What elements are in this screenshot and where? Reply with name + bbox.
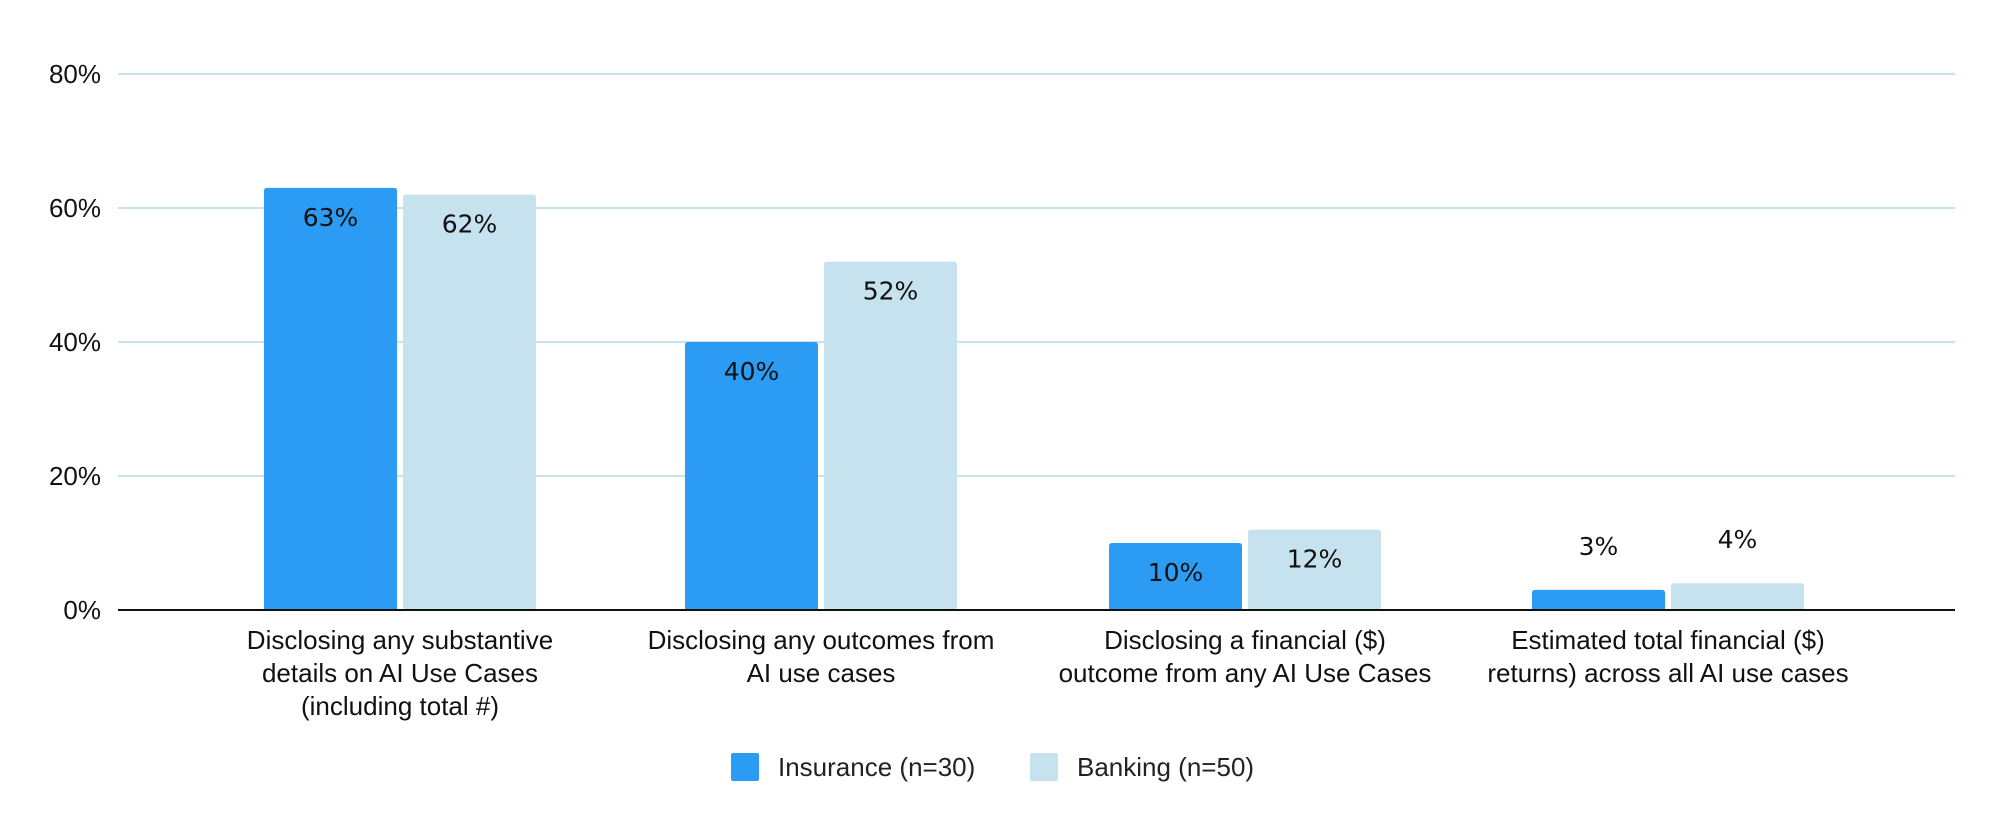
category-label: Disclosing a financial ($) xyxy=(1104,625,1386,655)
category-label: (including total #) xyxy=(301,691,499,721)
bar-insurance xyxy=(264,187,397,610)
data-label: 12% xyxy=(1287,545,1343,574)
legend-label: Banking (n=50) xyxy=(1077,752,1254,782)
bars xyxy=(264,187,1804,610)
y-axis-ticks: 0% 20% 40% 60% 80% xyxy=(49,59,101,625)
y-tick-label: 0% xyxy=(63,595,101,625)
bar-insurance xyxy=(1109,543,1242,610)
category-label: returns) across all AI use cases xyxy=(1487,658,1848,688)
category-label: details on AI Use Cases xyxy=(262,658,538,688)
y-tick-label: 20% xyxy=(49,461,101,491)
data-label: 52% xyxy=(863,277,919,306)
legend-label: Insurance (n=30) xyxy=(778,752,975,782)
bar-banking xyxy=(824,261,957,610)
bar-insurance xyxy=(685,342,818,610)
legend: Insurance (n=30) Banking (n=50) xyxy=(731,752,1254,782)
legend-swatch xyxy=(1030,753,1058,781)
data-labels: 63% 62% 40% 52% 10% 12% 3% 4% xyxy=(303,203,1758,587)
bar-banking xyxy=(1671,583,1804,610)
bar-banking xyxy=(403,194,536,610)
bar-insurance xyxy=(1532,589,1665,610)
data-label: 4% xyxy=(1718,525,1758,554)
data-label: 3% xyxy=(1579,532,1619,561)
y-tick-label: 80% xyxy=(49,59,101,89)
bar-banking xyxy=(1248,529,1381,610)
category-label: Estimated total financial ($) xyxy=(1511,625,1825,655)
data-label: 40% xyxy=(724,357,780,386)
category-label: AI use cases xyxy=(747,658,896,688)
category-label: Disclosing any substantive xyxy=(247,625,553,655)
data-label: 10% xyxy=(1148,558,1204,587)
legend-swatch xyxy=(731,753,759,781)
data-label: 62% xyxy=(442,210,498,239)
y-tick-label: 40% xyxy=(49,327,101,357)
data-label: 63% xyxy=(303,203,359,232)
category-label: Disclosing any outcomes from xyxy=(648,625,995,655)
category-label: outcome from any AI Use Cases xyxy=(1059,658,1432,688)
y-tick-label: 60% xyxy=(49,193,101,223)
